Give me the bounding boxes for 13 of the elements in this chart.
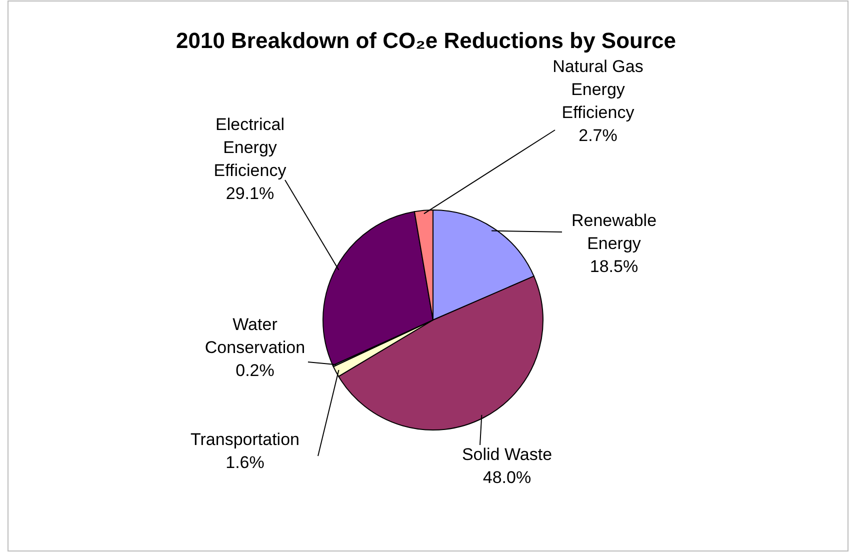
data-label: 0.2%: [236, 361, 274, 380]
slice-label: Natural Gas Energy Efficiency: [552, 57, 644, 122]
data-label: 48.0%: [482, 468, 532, 487]
slice-label: Water Conservation: [204, 315, 306, 357]
slice-label: Electrical Energy Efficiency: [214, 115, 287, 180]
data-label: 2.7%: [578, 126, 618, 145]
chart-title: 2010 Breakdown of CO₂e Reductions by Source: [176, 28, 676, 53]
slice-label: Transportation: [190, 430, 300, 449]
slice-label: Renewable Energy: [571, 211, 657, 253]
data-label: 18.5%: [590, 257, 638, 276]
slice-label: Solid Waste: [462, 445, 552, 464]
data-label: 1.6%: [226, 453, 264, 472]
data-label: 29.1%: [226, 184, 274, 203]
